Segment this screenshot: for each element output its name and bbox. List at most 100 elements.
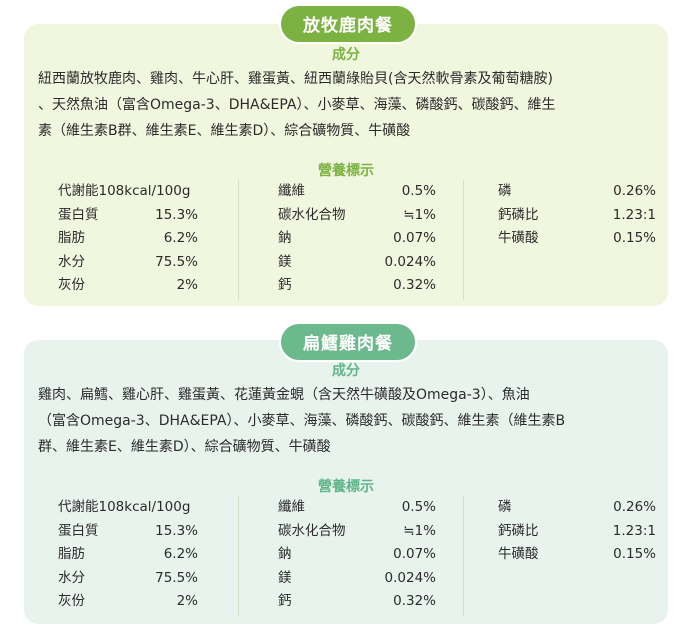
nutrient-label: 蛋白質 bbox=[58, 522, 99, 539]
nutrient-label: 水分 bbox=[58, 569, 85, 586]
nutrition-row: 鈉 0.07% bbox=[278, 543, 436, 567]
ingredients-line: （富含Omega-3、DHA&EPA）、小麥草、海藻、磷酸鈣、碳酸鈣、維生素（維… bbox=[38, 413, 566, 429]
nutrition-heading: 營養標示 bbox=[318, 479, 374, 495]
ingredients-line: 雞肉、扁鱈、雞心肝、雞蛋黃、花蓮黃金蜆（含天然牛磺酸及Omega-3）、魚油 bbox=[38, 387, 530, 403]
nutrient-label: 水分 bbox=[58, 253, 85, 270]
ingredients-line: 、天然魚油（富含Omega-3、DHA&EPA）、小麥草、海藻、磷酸鈣、碳酸鈣、… bbox=[38, 97, 556, 113]
nutrient-value: 2% bbox=[176, 277, 198, 293]
nutrient-value: 75.5% bbox=[155, 569, 198, 586]
nutrition-column-1: 代謝能108kcal/100g 蛋白質 15.3% 脂肪 6.2% 水分 75.5% … bbox=[58, 180, 198, 302]
nutrient-value: 15.3% bbox=[155, 206, 198, 223]
nutrition-column-2: 纖維 0.5% 碳水化合物 ≒1% 鈉 0.07% 鎂 0.024% 鈣 0.32% bbox=[278, 496, 436, 618]
nutrition-row: 牛磺酸 0.15% bbox=[498, 543, 656, 567]
halibut-card: 成分 雞肉、扁鱈、雞心肝、雞蛋黃、花蓮黃金蜆（含天然牛磺酸及Omega-3）、魚… bbox=[24, 340, 668, 624]
ingredients-text: 紐西蘭放牧鹿肉、雞肉、牛心肝、雞蛋黃、紐西蘭綠貽貝(含天然軟骨素及葡萄糖胺) 、… bbox=[38, 66, 656, 144]
nutrition-row: 蛋白質 15.3% bbox=[58, 204, 198, 228]
nutrition-row: 鎂 0.024% bbox=[278, 251, 436, 275]
nutrient-value: 0.024% bbox=[384, 253, 436, 270]
nutrient-label: 磷 bbox=[498, 183, 512, 199]
nutrient-label: 鈣磷比 bbox=[498, 522, 539, 539]
venison-card: 成分 紐西蘭放牧鹿肉、雞肉、牛心肝、雞蛋黃、紐西蘭綠貽貝(含天然軟骨素及葡萄糖胺… bbox=[24, 24, 668, 306]
nutrient-value: 6.2% bbox=[163, 230, 198, 246]
nutrition-row: 碳水化合物 ≒1% bbox=[278, 520, 436, 544]
nutrient-value: 0.26% bbox=[613, 183, 656, 199]
nutrition-row: 碳水化合物 ≒1% bbox=[278, 204, 436, 228]
column-divider bbox=[463, 496, 464, 616]
nutrient-label: 脂肪 bbox=[58, 230, 85, 246]
nutrient-label: 灰份 bbox=[58, 593, 85, 609]
nutrition-row: 脂肪 6.2% bbox=[58, 227, 198, 251]
nutrient-label: 鎂 bbox=[278, 253, 292, 270]
ingredients-text: 雞肉、扁鱈、雞心肝、雞蛋黃、花蓮黃金蜆（含天然牛磺酸及Omega-3）、魚油 （… bbox=[38, 382, 656, 460]
nutrient-value: 0.024% bbox=[384, 569, 436, 586]
ingredients-line: 紐西蘭放牧鹿肉、雞肉、牛心肝、雞蛋黃、紐西蘭綠貽貝(含天然軟骨素及葡萄糖胺) bbox=[38, 71, 553, 87]
nutrition-row: 鈣 0.32% bbox=[278, 590, 436, 614]
nutrient-value: ≒1% bbox=[403, 522, 436, 539]
nutrient-label: 蛋白質 bbox=[58, 206, 99, 223]
nutrition-row: 鈣磷比 1.23:1 bbox=[498, 520, 656, 544]
nutrient-value: 6.2% bbox=[163, 546, 198, 562]
nutrition-row: 水分 75.5% bbox=[58, 567, 198, 591]
nutrition-row: 纖維 0.5% bbox=[278, 496, 436, 520]
nutrient-label: 纖維 bbox=[278, 499, 305, 515]
nutrition-column-3: 磷 0.26% 鈣磷比 1.23:1 牛磺酸 0.15% bbox=[498, 496, 656, 618]
nutrient-value: 0.15% bbox=[613, 230, 656, 246]
nutrient-label: 鈉 bbox=[278, 546, 292, 562]
nutrient-label: 牛磺酸 bbox=[498, 546, 539, 562]
nutrition-row: 灰份 2% bbox=[58, 590, 198, 614]
nutrition-row: 鎂 0.024% bbox=[278, 567, 436, 591]
column-divider bbox=[238, 180, 239, 300]
nutrition-row: 鈣 0.32% bbox=[278, 274, 436, 298]
nutrition-row: 代謝能108kcal/100g bbox=[58, 496, 198, 520]
nutrition-row: 磷 0.26% bbox=[498, 496, 656, 520]
nutrient-label: 代謝能108kcal/100g bbox=[58, 183, 191, 199]
nutrition-row: 脂肪 6.2% bbox=[58, 543, 198, 567]
nutrition-table: 代謝能108kcal/100g 蛋白質 15.3% 脂肪 6.2% 水分 75.5% … bbox=[58, 496, 658, 618]
ingredients-line: 群、維生素E、維生素D）、綜合礦物質、牛磺酸 bbox=[38, 439, 331, 455]
nutrition-column-1: 代謝能108kcal/100g 蛋白質 15.3% 脂肪 6.2% 水分 75.5% … bbox=[58, 496, 198, 618]
nutrition-row: 蛋白質 15.3% bbox=[58, 520, 198, 544]
venison-title-badge: 放牧鹿肉餐 bbox=[279, 4, 417, 44]
nutrient-label: 鈣 bbox=[278, 593, 292, 609]
nutrient-label: 脂肪 bbox=[58, 546, 85, 562]
nutrition-table: 代謝能108kcal/100g 蛋白質 15.3% 脂肪 6.2% 水分 75.5% … bbox=[58, 180, 658, 302]
nutrition-heading: 營養標示 bbox=[318, 163, 374, 179]
nutrition-column-3: 磷 0.26% 鈣磷比 1.23:1 牛磺酸 0.15% bbox=[498, 180, 656, 302]
nutrient-label: 牛磺酸 bbox=[498, 230, 539, 246]
nutrition-row: 鈣磷比 1.23:1 bbox=[498, 204, 656, 228]
nutrient-value: 0.5% bbox=[401, 183, 436, 199]
nutrient-value: 0.5% bbox=[401, 499, 436, 515]
nutrient-value: 0.32% bbox=[393, 593, 436, 609]
ingredients-heading: 成分 bbox=[332, 47, 360, 63]
nutrient-label: 灰份 bbox=[58, 277, 85, 293]
ingredients-line: 素（維生素B群、維生素E、維生素D）、綜合礦物質、牛磺酸 bbox=[38, 123, 411, 139]
column-divider bbox=[463, 180, 464, 300]
halibut-title-badge: 扁鱈雞肉餐 bbox=[279, 322, 417, 362]
nutrient-value: 0.07% bbox=[393, 230, 436, 246]
nutrient-label: 代謝能108kcal/100g bbox=[58, 499, 191, 515]
nutrition-row: 水分 75.5% bbox=[58, 251, 198, 275]
nutrient-value: 0.32% bbox=[393, 277, 436, 293]
nutrition-row: 鈉 0.07% bbox=[278, 227, 436, 251]
nutrient-value: 0.15% bbox=[613, 546, 656, 562]
nutrient-value: ≒1% bbox=[403, 206, 436, 223]
nutrient-label: 磷 bbox=[498, 499, 512, 515]
nutrient-value: 0.26% bbox=[613, 499, 656, 515]
nutrient-label: 鈣 bbox=[278, 277, 292, 293]
nutrient-label: 碳水化合物 bbox=[278, 206, 346, 223]
nutrient-value: 0.07% bbox=[393, 546, 436, 562]
nutrient-value: 75.5% bbox=[155, 253, 198, 270]
nutrition-column-2: 纖維 0.5% 碳水化合物 ≒1% 鈉 0.07% 鎂 0.024% 鈣 0.32% bbox=[278, 180, 436, 302]
nutrition-row: 代謝能108kcal/100g bbox=[58, 180, 198, 204]
column-divider bbox=[238, 496, 239, 616]
nutrition-row: 牛磺酸 0.15% bbox=[498, 227, 656, 251]
nutrient-label: 鈣磷比 bbox=[498, 206, 539, 223]
nutrition-row: 灰份 2% bbox=[58, 274, 198, 298]
nutrient-value: 1.23:1 bbox=[612, 206, 656, 223]
nutrition-row: 磷 0.26% bbox=[498, 180, 656, 204]
nutrient-label: 碳水化合物 bbox=[278, 522, 346, 539]
nutrient-label: 纖維 bbox=[278, 183, 305, 199]
nutrient-label: 鎂 bbox=[278, 569, 292, 586]
nutrient-value: 1.23:1 bbox=[612, 522, 656, 539]
nutrient-label: 鈉 bbox=[278, 230, 292, 246]
